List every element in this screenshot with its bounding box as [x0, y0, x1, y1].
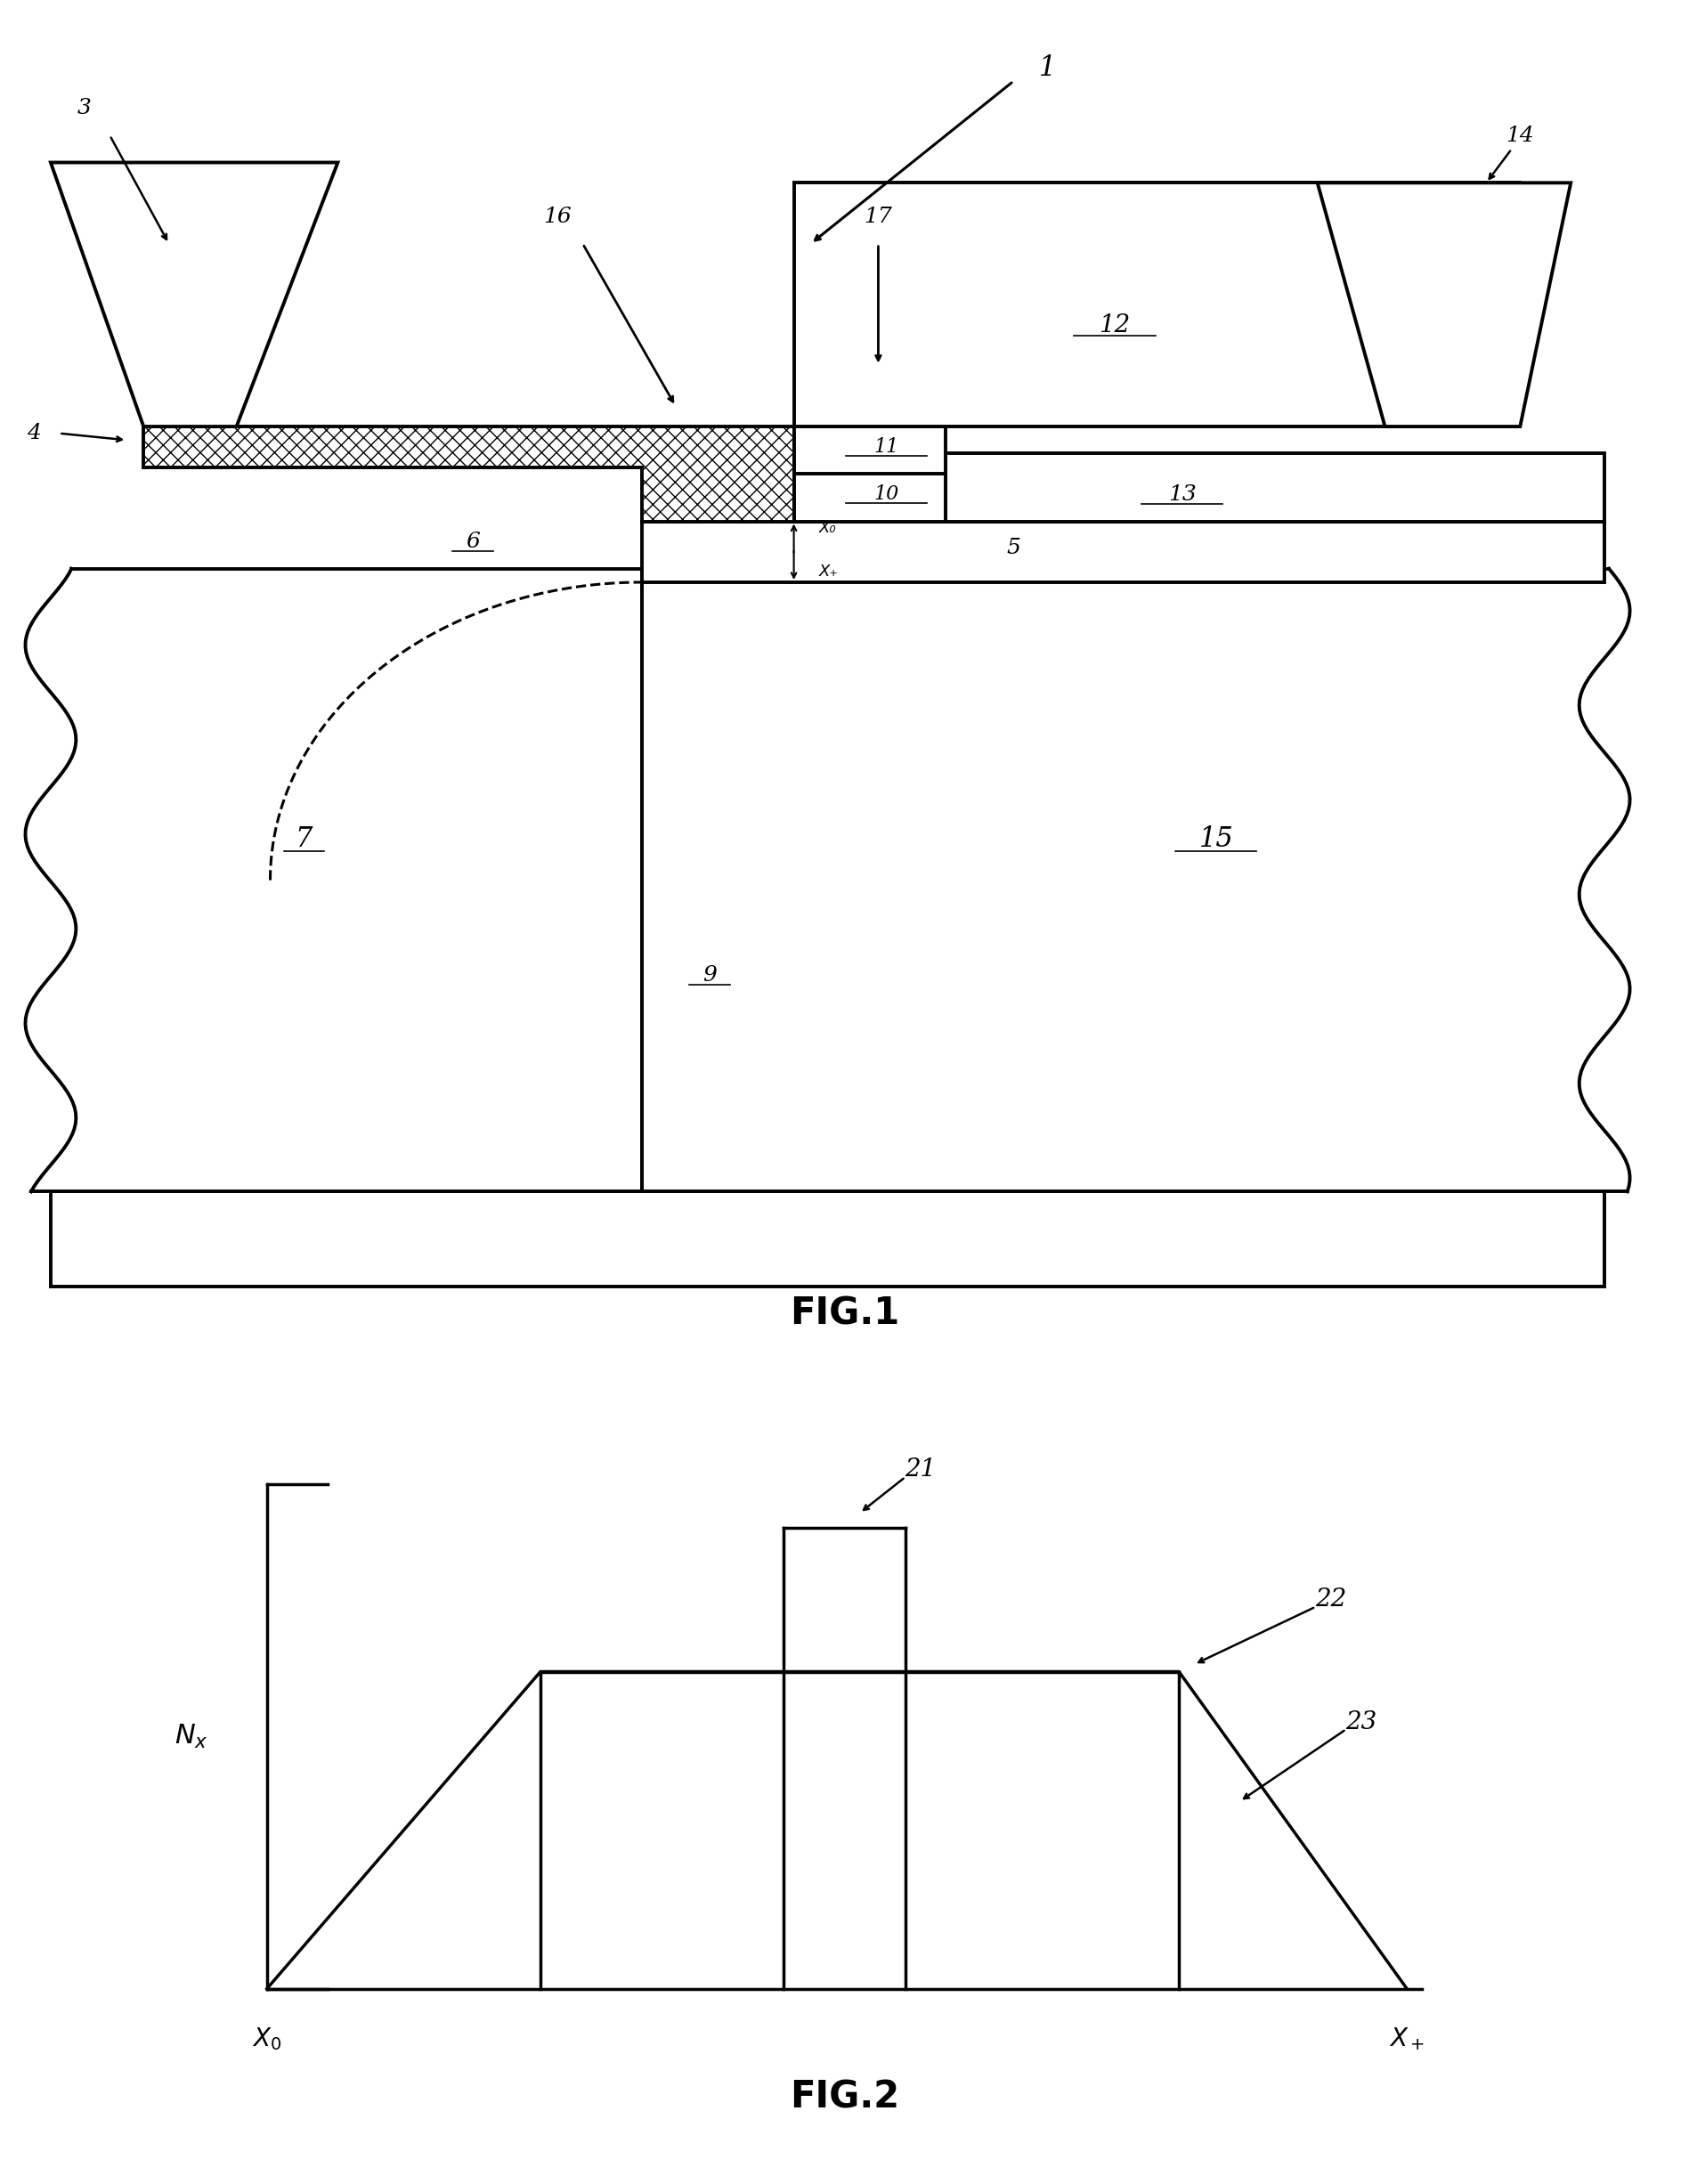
- Text: 22: 22: [1316, 1588, 1346, 1612]
- Text: 14: 14: [1507, 124, 1534, 146]
- Bar: [794, 474, 946, 522]
- Polygon shape: [1317, 183, 1571, 426]
- Text: 7: 7: [296, 826, 312, 854]
- Text: FIG.1: FIG.1: [790, 1295, 899, 1332]
- Text: 5: 5: [1007, 537, 1020, 559]
- Text: 16: 16: [544, 207, 571, 227]
- Text: 17: 17: [865, 207, 892, 227]
- Text: 23: 23: [1346, 1710, 1377, 1734]
- Text: 11: 11: [875, 437, 899, 456]
- Text: $X_0$: $X_0$: [252, 2027, 282, 2053]
- Text: 9: 9: [703, 965, 716, 985]
- Text: 15: 15: [1199, 826, 1233, 854]
- Bar: [794, 426, 946, 474]
- Text: FIG.2: FIG.2: [790, 2079, 899, 2116]
- Text: 21: 21: [905, 1457, 936, 1483]
- Text: X₀: X₀: [819, 520, 836, 535]
- Bar: [946, 454, 1605, 522]
- Bar: [642, 522, 1605, 583]
- Text: 3: 3: [78, 98, 91, 118]
- Text: X₊: X₊: [819, 563, 839, 579]
- Text: 6: 6: [466, 531, 480, 553]
- Polygon shape: [642, 568, 1630, 1192]
- Text: $N_x$: $N_x$: [174, 1723, 208, 1749]
- Text: 12: 12: [1100, 312, 1130, 336]
- Text: 4: 4: [27, 424, 41, 443]
- Bar: [794, 183, 1520, 426]
- Polygon shape: [51, 162, 338, 426]
- Polygon shape: [25, 568, 642, 1192]
- Bar: [51, 1192, 1605, 1286]
- Text: 13: 13: [1169, 485, 1196, 505]
- Polygon shape: [144, 426, 794, 522]
- Text: $X_+$: $X_+$: [1388, 2027, 1426, 2053]
- Text: 1: 1: [1039, 55, 1056, 81]
- Text: 10: 10: [875, 485, 899, 505]
